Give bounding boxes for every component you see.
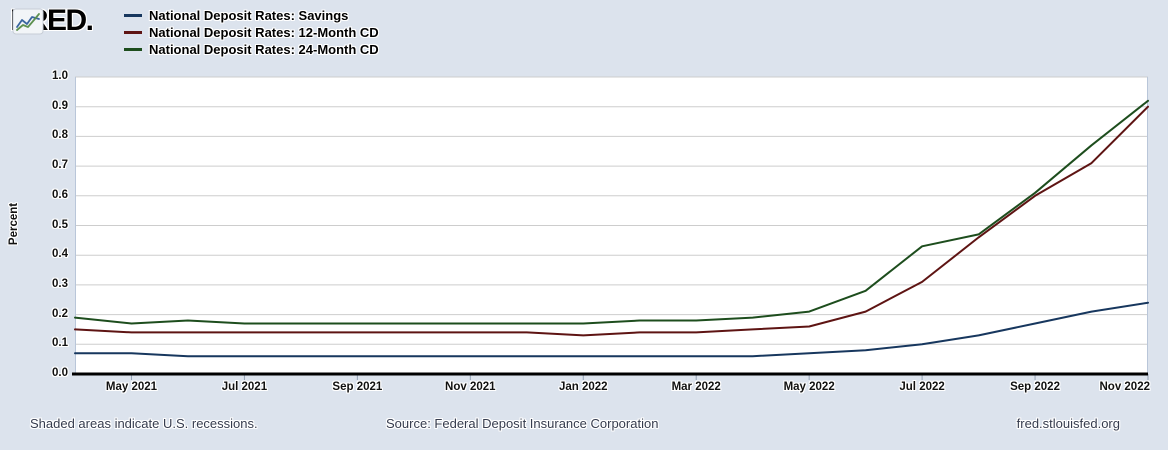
fred-sparkline-icon (12, 8, 44, 35)
y-tick-label: 1.0 (52, 70, 68, 82)
legend-swatch-12-month-cd (124, 31, 142, 34)
legend: National Deposit Rates: Savings National… (124, 7, 379, 58)
y-tick-label: 0.6 (52, 188, 68, 201)
fred-logo[interactable]: FRED. (10, 6, 94, 36)
y-tick-label: 0.4 (52, 248, 68, 261)
series-line-0 (74, 301, 1149, 358)
x-tick-label: Sep 2022 (1010, 381, 1060, 393)
series-line-1 (74, 105, 1149, 337)
legend-item-savings: National Deposit Rates: Savings (124, 7, 379, 24)
y-tick-label: 0.3 (52, 277, 68, 290)
y-tick-label: 0.1 (52, 337, 68, 350)
legend-swatch-savings (124, 14, 142, 17)
y-axis-title: Percent (8, 202, 20, 246)
y-tick-label: 0.7 (52, 159, 68, 172)
series-line-2 (74, 99, 1149, 325)
legend-label-12-month-cd: National Deposit Rates: 12-Month CD (149, 25, 379, 40)
legend-label-24-month-cd: National Deposit Rates: 24-Month CD (149, 42, 379, 57)
legend-item-12-month-cd: National Deposit Rates: 12-Month CD (124, 24, 379, 41)
recession-note: Shaded areas indicate U.S. recessions. (30, 416, 258, 431)
source-note: Source: Federal Deposit Insurance Corpor… (386, 416, 659, 431)
x-axis-line (72, 372, 1148, 376)
x-tick-label: Nov 2021 (445, 381, 496, 393)
y-tick-label: 0.5 (52, 218, 68, 231)
legend-label-savings: National Deposit Rates: Savings (149, 8, 349, 23)
x-tick-label: Nov 2022 (1099, 381, 1150, 393)
fred-site-link[interactable]: fred.stlouisfed.org (1016, 416, 1120, 431)
x-tick-label: Jul 2021 (221, 381, 268, 393)
x-tick-label: May 2022 (783, 381, 835, 393)
x-tick-label: Sep 2021 (332, 381, 383, 393)
x-tick-label: Mar 2022 (671, 381, 721, 393)
x-tick-label: May 2021 (105, 381, 158, 393)
x-tick-label: Jul 2022 (899, 381, 945, 393)
legend-item-24-month-cd: National Deposit Rates: 24-Month CD (124, 41, 379, 58)
y-tick-label: 0.2 (52, 307, 68, 320)
y-tick-label: 0.9 (52, 99, 68, 112)
x-tick-label: Jan 2022 (558, 381, 608, 393)
y-tick-label: 0.8 (52, 129, 68, 142)
legend-swatch-24-month-cd (124, 48, 142, 51)
y-tick-label: 0.0 (52, 367, 68, 379)
